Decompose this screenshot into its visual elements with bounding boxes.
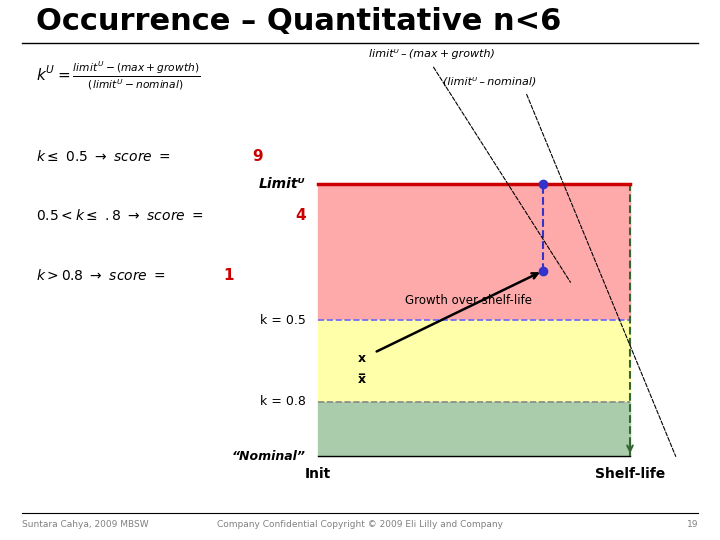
Text: (limitᵁ – nominal): (limitᵁ – nominal) [443, 76, 536, 86]
Text: Growth over shelf-life: Growth over shelf-life [405, 294, 532, 307]
Text: $k > 0.8\ \rightarrow\ score\ =$: $k > 0.8\ \rightarrow\ score\ =$ [36, 268, 166, 283]
Text: 1: 1 [223, 268, 234, 283]
Text: $k \leq\  0.5\ \rightarrow\ score\ =$: $k \leq\ 0.5\ \rightarrow\ score\ =$ [36, 149, 171, 164]
Text: limitᵁ – (max + growth): limitᵁ – (max + growth) [369, 49, 495, 59]
Text: x̅: x̅ [358, 374, 366, 387]
Text: 19: 19 [687, 520, 698, 529]
Text: Suntara Cahya, 2009 MBSW: Suntara Cahya, 2009 MBSW [22, 520, 148, 529]
Text: k = 0.5: k = 0.5 [260, 314, 305, 327]
Text: k = 0.8: k = 0.8 [260, 395, 305, 408]
Text: 9: 9 [252, 149, 263, 164]
Text: Limitᵁ: Limitᵁ [259, 177, 305, 191]
Text: Company Confidential Copyright © 2009 Eli Lilly and Company: Company Confidential Copyright © 2009 El… [217, 520, 503, 529]
Text: x: x [358, 352, 366, 365]
Text: Shelf-life: Shelf-life [595, 467, 665, 481]
Text: Init: Init [305, 467, 331, 481]
Text: $k^U = \frac{limit^U - (max + growth)}{(limit^U - nominal)}$: $k^U = \frac{limit^U - (max + growth)}{(… [36, 59, 200, 92]
Text: 4: 4 [295, 208, 306, 224]
Text: “Nominal”: “Nominal” [232, 450, 305, 463]
Text: Occurrence – Quantitative n<6: Occurrence – Quantitative n<6 [36, 7, 562, 36]
Text: $0.5 < k \leq\ .8\ \rightarrow\ score\ =$: $0.5 < k \leq\ .8\ \rightarrow\ score\ =… [36, 208, 204, 224]
